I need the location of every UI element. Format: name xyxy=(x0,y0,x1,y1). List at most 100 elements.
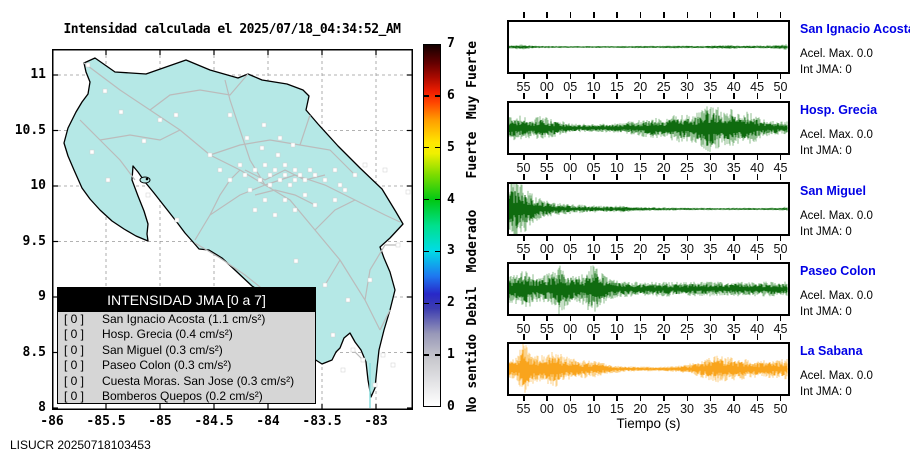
station-marker xyxy=(302,177,308,183)
seismogram-top-tick xyxy=(523,334,525,340)
legend-station-label: Bomberos Quepos (0.2 cm/s²) xyxy=(102,389,263,404)
colorbar-tick xyxy=(435,354,440,356)
seismogram-tick-label: 30 xyxy=(703,322,718,336)
map-title: Intensidad calculada el 2025/07/18_04:34… xyxy=(63,22,401,37)
station-marker xyxy=(145,192,151,198)
station-marker xyxy=(292,177,298,183)
seismogram-tick-label: 50 xyxy=(516,161,531,175)
seismogram-bottom-tick xyxy=(546,396,548,401)
station-marker xyxy=(207,152,213,158)
station-marker xyxy=(372,382,378,388)
seismogram-bottom-tick xyxy=(686,155,689,160)
seismogram-bottom-tick xyxy=(686,316,689,321)
station-name-label: San Miguel xyxy=(800,184,866,198)
map-y-tick-label: 11 xyxy=(30,67,46,82)
seismogram-bottom-tick xyxy=(593,316,595,321)
station-marker xyxy=(242,172,248,178)
legend-item: [ 0 ] Bomberos Quepos (0.2 cm/s²) xyxy=(58,389,315,404)
seismogram-tick-label: 00 xyxy=(563,322,578,336)
tiempo-axis-label: Tiempo (s) xyxy=(616,416,681,431)
station-marker xyxy=(382,167,388,173)
station-marker xyxy=(157,117,163,123)
seismogram-bottom-tick xyxy=(639,155,642,160)
map-x-tick-label: -83.5 xyxy=(302,414,342,429)
station-marker xyxy=(272,167,278,173)
seismogram-tick-label: 30 xyxy=(680,80,694,94)
seismogram-top-tick xyxy=(639,12,642,18)
seismogram-tick-label: 00 xyxy=(563,161,578,175)
colorbar-tick-label: 1 xyxy=(447,347,455,363)
seismogram-bottom-tick xyxy=(686,236,689,241)
seismogram-bottom-tick xyxy=(709,155,712,160)
seismogram-top-tick xyxy=(593,174,595,180)
seismogram-tick-label: 45 xyxy=(750,402,765,416)
station-marker xyxy=(367,277,373,283)
legend-items: [ 0 ] San Ignacio Acosta (1.1 cm/s²)[ 0 ]… xyxy=(58,312,315,404)
seismogram-bottom-tick xyxy=(709,74,712,79)
seismogram-top-tick xyxy=(709,12,712,18)
seismogram-top-tick xyxy=(756,334,759,340)
seismogram-tick-label: 45 xyxy=(773,161,788,175)
seismogram-tick-label: 10 xyxy=(586,242,601,256)
seismogram-bottom-tick xyxy=(663,396,665,401)
station-marker xyxy=(405,189,411,195)
station-marker xyxy=(262,162,268,168)
road-network xyxy=(149,73,249,111)
seismogram-tick-label: 10 xyxy=(609,161,624,175)
seismogram-top-tick xyxy=(779,93,782,99)
seismogram-top-tick xyxy=(639,334,642,340)
seismogram-bottom-tick xyxy=(686,396,689,401)
seismogram-bottom-tick xyxy=(639,396,642,401)
seismogram-bottom-tick xyxy=(709,396,712,401)
seismogram-bottom-tick xyxy=(756,155,759,160)
station-marker xyxy=(322,282,328,288)
seismogram-tick-label: 40 xyxy=(726,402,741,416)
station-marker xyxy=(293,258,299,264)
seismogram-tick-label: 55 xyxy=(539,161,554,175)
station-marker xyxy=(350,347,356,353)
map-x-tick-label: -84.5 xyxy=(194,414,234,429)
seismogram-bottom-tick xyxy=(779,396,782,401)
seismogram-top-tick xyxy=(709,93,712,99)
seismogram-bottom-tick xyxy=(616,236,618,241)
seismogram-top-tick xyxy=(593,334,595,340)
station-marker xyxy=(312,172,318,178)
seismogram-tick-label: 25 xyxy=(656,242,671,256)
intensity-colorbar xyxy=(423,44,441,407)
seismogram-top-tick xyxy=(709,334,712,340)
seismogram-bottom-tick xyxy=(756,396,759,401)
seismogram-bottom-tick xyxy=(546,236,548,241)
station-marker xyxy=(282,197,288,203)
seismogram-tick-label: 05 xyxy=(586,161,601,175)
seismogram-tick-label: 40 xyxy=(726,80,741,94)
seismogram-bottom-tick xyxy=(546,316,548,321)
legend-item: [ 0 ] San Ignacio Acosta (1.1 cm/s²) xyxy=(58,312,315,327)
station-marker xyxy=(85,62,91,68)
seismogram-bottom-tick xyxy=(663,316,665,321)
station-marker xyxy=(217,167,223,173)
legend-item: [ 0 ] Paseo Colon (0.3 cm/s²) xyxy=(58,358,315,373)
seismogram-tick-label: 50 xyxy=(773,402,788,416)
colorbar-tick xyxy=(435,198,440,201)
seismogram-tick-label: 55 xyxy=(516,242,531,256)
legend-intensity-value: [ 0 ] xyxy=(64,327,85,342)
seismogram-bottom-tick xyxy=(569,155,572,160)
seismogram-trace xyxy=(508,342,788,393)
seismogram-trace xyxy=(508,106,788,152)
station-marker xyxy=(267,172,273,178)
seismogram-top-tick xyxy=(616,93,618,99)
station-marker xyxy=(282,162,288,168)
road-network xyxy=(254,189,316,206)
seismogram-tick-label: 20 xyxy=(633,402,648,416)
seismogram-bottom-tick xyxy=(616,74,618,79)
colorbar-tick xyxy=(435,95,440,97)
road-network xyxy=(99,129,181,141)
seismogram-tick-label: 50 xyxy=(773,80,788,94)
int-jma-label: Int JMA: 0 xyxy=(800,64,852,76)
seismogram-tick-label: 05 xyxy=(563,242,578,256)
seismogram-top-tick xyxy=(663,174,665,180)
legend-station-label: Paseo Colon (0.3 cm/s²) xyxy=(102,358,232,373)
colorbar-tick xyxy=(424,198,429,201)
legend-station-label: San Ignacio Acosta (1.1 cm/s²) xyxy=(102,312,266,326)
seismogram-bottom-tick xyxy=(733,396,735,401)
